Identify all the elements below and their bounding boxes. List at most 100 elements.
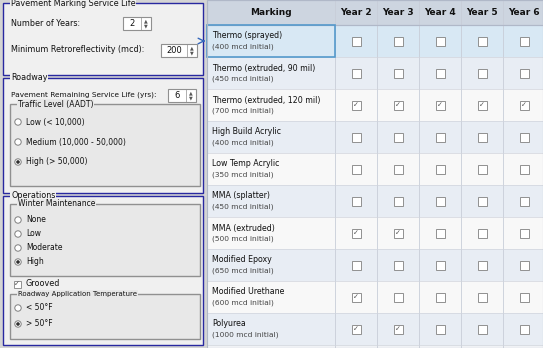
Bar [351, 69, 361, 78]
Text: ✓: ✓ [437, 102, 443, 108]
Text: ✓: ✓ [353, 230, 359, 236]
Text: Year 4: Year 4 [424, 8, 456, 17]
Bar [477, 197, 487, 206]
Bar [10, 294, 200, 339]
Circle shape [15, 159, 21, 165]
Bar [520, 229, 528, 237]
Bar [351, 324, 361, 333]
Text: (400 mcd initial): (400 mcd initial) [212, 140, 274, 146]
Text: Operations: Operations [11, 191, 55, 200]
Bar [394, 293, 402, 301]
Bar [520, 37, 528, 46]
Bar [0, 0, 207, 348]
Text: ▲: ▲ [190, 45, 194, 50]
Text: ▼: ▼ [144, 24, 148, 29]
Text: (400 mcd initial): (400 mcd initial) [212, 44, 274, 50]
Bar [394, 37, 402, 46]
Text: (600 mcd initial): (600 mcd initial) [212, 300, 274, 306]
Text: ✓: ✓ [395, 326, 401, 332]
Text: Pavement Remaining Service Life (yrs):: Pavement Remaining Service Life (yrs): [11, 92, 156, 98]
Bar [520, 133, 528, 142]
Bar [394, 133, 402, 142]
Bar [351, 165, 361, 174]
Text: 200: 200 [166, 46, 182, 55]
Text: Year 5: Year 5 [466, 8, 498, 17]
Bar [207, 217, 543, 249]
Bar [394, 324, 402, 333]
Bar [207, 0, 543, 25]
Bar [351, 293, 361, 301]
Bar [520, 293, 528, 301]
Bar [477, 133, 487, 142]
Bar [477, 261, 487, 269]
Bar [3, 196, 203, 345]
Bar [477, 324, 487, 333]
Text: MMA (extruded): MMA (extruded) [212, 223, 275, 232]
Bar [394, 101, 402, 110]
Bar [351, 101, 361, 110]
Bar [520, 197, 528, 206]
Circle shape [16, 260, 20, 264]
Text: (700 mcd initial): (700 mcd initial) [212, 108, 274, 114]
Text: Polyurea: Polyurea [212, 319, 246, 329]
Text: (450 mcd initial): (450 mcd initial) [212, 76, 274, 82]
Bar [520, 261, 528, 269]
Text: Grooved: Grooved [25, 279, 59, 288]
Bar [477, 165, 487, 174]
Text: Marking: Marking [250, 8, 292, 17]
Bar [207, 153, 543, 185]
Bar [394, 261, 402, 269]
Bar [435, 37, 445, 46]
Bar [351, 133, 361, 142]
Circle shape [15, 119, 21, 125]
Bar [477, 101, 487, 110]
Text: Low: Low [26, 229, 41, 238]
Text: Thermo (sprayed): Thermo (sprayed) [212, 32, 282, 40]
Bar [435, 133, 445, 142]
Text: Thermo (extruded, 120 mil): Thermo (extruded, 120 mil) [212, 95, 320, 104]
Text: ▲: ▲ [144, 18, 148, 23]
Text: ▼: ▼ [189, 96, 193, 101]
Text: Moderate: Moderate [26, 244, 62, 253]
Text: Year 6: Year 6 [508, 8, 540, 17]
Bar [207, 25, 335, 57]
Bar [207, 0, 543, 348]
Bar [207, 89, 543, 121]
Text: Modified Urethane: Modified Urethane [212, 287, 285, 296]
Bar [351, 197, 361, 206]
Bar [435, 293, 445, 301]
Text: (650 mcd initial): (650 mcd initial) [212, 268, 274, 274]
Text: Low (< 10,000): Low (< 10,000) [26, 118, 85, 127]
Bar [477, 229, 487, 237]
Text: None: None [26, 215, 46, 224]
Bar [351, 37, 361, 46]
Bar [394, 69, 402, 78]
Text: 2: 2 [129, 19, 135, 28]
Circle shape [15, 321, 21, 327]
Bar [3, 3, 203, 75]
Bar [477, 69, 487, 78]
Circle shape [15, 217, 21, 223]
Bar [207, 249, 543, 281]
Bar [435, 261, 445, 269]
Bar [10, 104, 200, 186]
Text: > 50°F: > 50°F [26, 319, 53, 329]
Text: (500 mcd initial): (500 mcd initial) [212, 236, 274, 242]
Text: ✓: ✓ [353, 294, 359, 300]
Bar [520, 165, 528, 174]
Text: (350 mcd initial): (350 mcd initial) [212, 172, 274, 178]
Text: Roadway Application Temperature: Roadway Application Temperature [18, 291, 137, 297]
Text: Year 2: Year 2 [340, 8, 372, 17]
Text: High: High [26, 258, 44, 267]
Bar [161, 44, 197, 57]
Text: Modified Epoxy: Modified Epoxy [212, 255, 272, 264]
Text: ✓: ✓ [14, 281, 20, 287]
Circle shape [16, 322, 20, 326]
Bar [168, 89, 196, 102]
Bar [477, 37, 487, 46]
Text: ✓: ✓ [353, 326, 359, 332]
Text: ✓: ✓ [353, 102, 359, 108]
Text: Thermo (extruded, 90 mil): Thermo (extruded, 90 mil) [212, 63, 315, 72]
Circle shape [15, 245, 21, 251]
Circle shape [16, 160, 20, 164]
